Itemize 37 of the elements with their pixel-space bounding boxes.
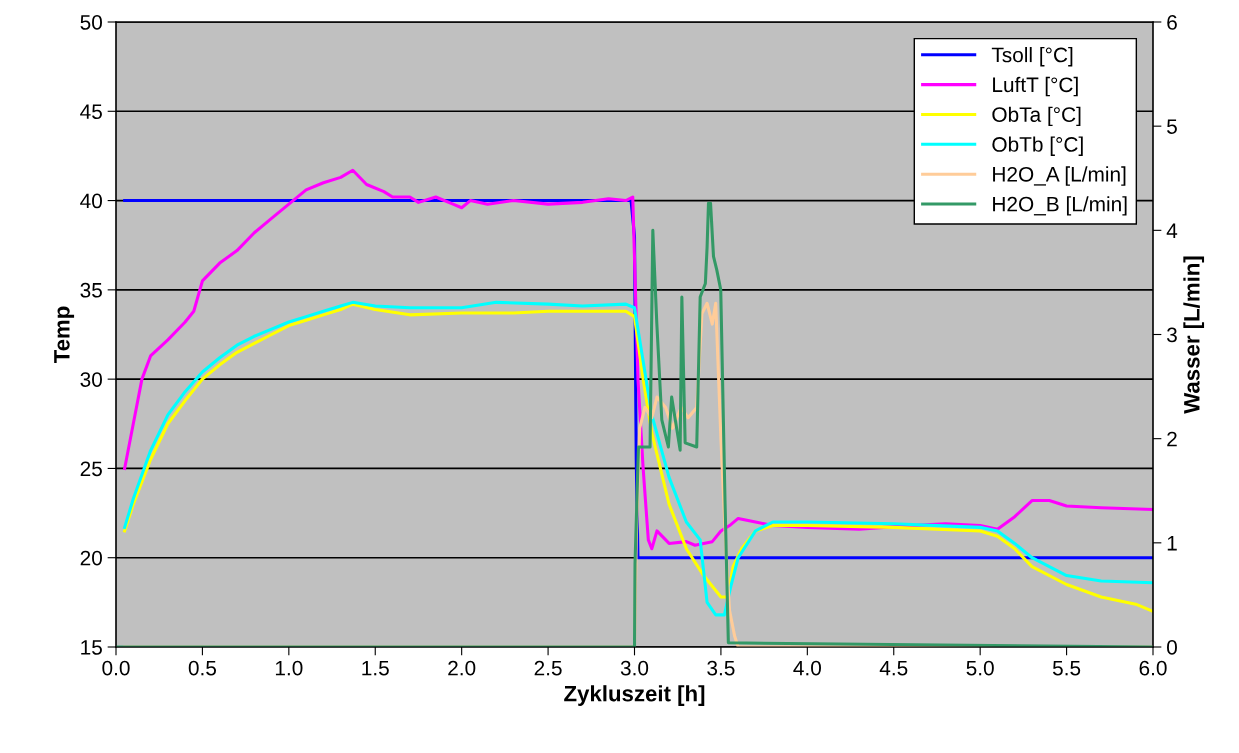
x-tick-label: 3.5 bbox=[707, 660, 735, 676]
legend-label: ObTa [°C] bbox=[992, 106, 1081, 127]
y2-tick-label: 0 bbox=[1167, 640, 1177, 655]
y2-tick-label: 1 bbox=[1167, 536, 1177, 551]
legend-label: LuftT [°C] bbox=[993, 76, 1078, 97]
y-tick-label: 35 bbox=[80, 282, 102, 298]
x-tick-label: 1.0 bbox=[275, 660, 303, 676]
x-tick-label: 2.5 bbox=[534, 660, 562, 676]
legend-label: Tsoll [°C] bbox=[991, 47, 1073, 67]
y-tick-label: 40 bbox=[80, 193, 102, 209]
x-tick-label: 3.0 bbox=[620, 660, 649, 676]
x-tick-label: 5.0 bbox=[966, 660, 994, 676]
y-tick-label: 30 bbox=[80, 372, 102, 387]
x-tick-label: 1.5 bbox=[362, 660, 389, 676]
x-tick-label: 4.5 bbox=[879, 660, 908, 676]
y2-tick-label: 5 bbox=[1167, 119, 1177, 134]
y-tick-label: 25 bbox=[80, 461, 102, 477]
y2-tick-label: 2 bbox=[1167, 431, 1177, 447]
y2-tick-label: 6 bbox=[1167, 15, 1177, 30]
x-axis-title: Zykluszeit [h] bbox=[564, 685, 705, 706]
legend-label: H2O_B [L/min] bbox=[993, 196, 1127, 216]
y-tick-label: 50 bbox=[80, 15, 102, 30]
y2-tick-label: 3 bbox=[1166, 327, 1177, 343]
x-tick-label: 6.0 bbox=[1139, 660, 1167, 676]
x-tick-label: 0.5 bbox=[188, 660, 217, 676]
legend-label: ObTb [°C] bbox=[992, 136, 1083, 156]
x-tick-label: 2.0 bbox=[448, 660, 476, 676]
y-tick-label: 20 bbox=[80, 550, 102, 566]
legend-label: H2O_A [L/min] bbox=[993, 166, 1126, 186]
y-axis-title: Temp bbox=[54, 306, 75, 364]
x-tick-label: 0.0 bbox=[102, 660, 130, 676]
y-tick-label: 15 bbox=[81, 640, 102, 655]
y2-tick-label: 4 bbox=[1166, 223, 1178, 238]
x-tick-label: 5.5 bbox=[1052, 660, 1081, 676]
y-tick-label: 45 bbox=[80, 104, 102, 120]
x-tick-label: 4.0 bbox=[793, 660, 821, 676]
y2-axis-title: Wasser [L/min] bbox=[1183, 256, 1205, 414]
